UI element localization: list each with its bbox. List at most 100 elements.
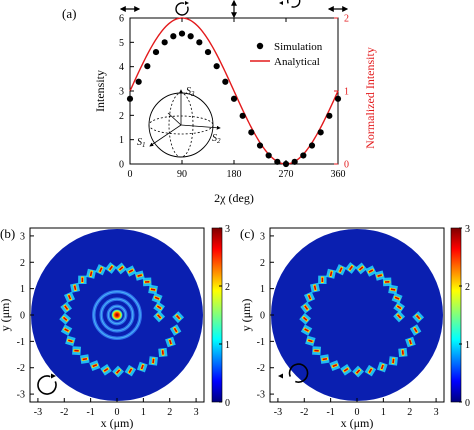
nanohole-spot	[59, 312, 72, 325]
panel-c-x-axis-label: x (μm)	[341, 416, 374, 430]
panel-b-label: (b)	[0, 226, 15, 241]
x-tick-label: 90	[177, 169, 187, 180]
y-tick-label: 2	[260, 258, 265, 269]
nanohole-spot	[409, 324, 422, 336]
nanohole-spot	[100, 364, 112, 376]
nanohole-spot	[305, 335, 316, 347]
nanohole-spot	[86, 268, 97, 279]
nanohole-spot	[405, 336, 416, 348]
nanohole-spot	[72, 346, 82, 356]
simulation-point	[239, 112, 246, 119]
nanohole-spot	[165, 336, 176, 348]
panel-a-y2-ticks: 0 1 2	[334, 14, 349, 171]
colorbar-tick-label: 3	[465, 224, 470, 235]
y-tick-label: 4	[119, 62, 124, 73]
y-tick-label: -1	[17, 337, 25, 348]
counterclockwise-circle-icon	[278, 363, 309, 383]
nanohole-spot	[393, 301, 405, 314]
x-tick-label: 3	[434, 407, 439, 418]
nanohole-spot	[391, 292, 403, 304]
panel-c-y-axis-label: y (μm)	[239, 299, 253, 332]
x-tick-label: -1	[326, 407, 334, 418]
counterclockwise-circle-icon	[279, 0, 301, 8]
panel-a-top-icons	[119, 0, 349, 19]
nanohole-spot	[388, 356, 398, 366]
simulation-point	[126, 95, 134, 102]
panel-b-rings	[92, 290, 142, 340]
y-tick-label: 0	[20, 311, 25, 322]
y-tick-label: 5	[119, 38, 124, 49]
interference-ring-core	[100, 298, 134, 332]
x-tick-label: 0	[128, 169, 133, 180]
panel-a-simulation-points	[126, 30, 342, 168]
nanohole-spot	[374, 270, 385, 281]
simulation-point	[161, 39, 168, 46]
panel-b-x-axis-label: x (μm)	[101, 416, 134, 430]
y2-tick-label: 2	[344, 14, 349, 25]
simulation-point	[256, 142, 264, 149]
panel-b-colorbar	[211, 227, 223, 403]
y-tick-label: 3	[20, 231, 25, 242]
colorbar-tick-label: 0	[225, 398, 230, 409]
simulation-point	[317, 129, 324, 136]
nanohole-spot	[398, 347, 408, 358]
nanohole-spot	[153, 301, 165, 314]
nanohole-spot	[329, 360, 341, 372]
legend-simulation-marker	[256, 42, 264, 50]
sphere-s2-label: S2	[212, 133, 221, 145]
panel-b-colorbar-ticks: 0 1 2 3	[219, 224, 230, 409]
simulation-point	[308, 142, 316, 149]
nanohole-spot	[148, 356, 158, 366]
nanohole-spot	[376, 361, 388, 373]
nanohole-spot	[65, 335, 76, 347]
nanohole-spot	[300, 301, 313, 314]
y-tick-label: 1	[119, 135, 124, 146]
y-tick-label: -2	[17, 363, 25, 374]
nanohole-spot	[124, 364, 137, 377]
nanohole-spot	[365, 265, 377, 277]
nanohole-spot	[148, 284, 158, 295]
panel-a-analytical-line	[129, 17, 339, 165]
nanohole-spot	[105, 262, 117, 274]
y-tick-label: 0	[119, 160, 124, 171]
panel-b-spiral-spots	[59, 262, 185, 378]
nanohole-spot	[64, 291, 76, 303]
y-tick-label: -1	[257, 337, 265, 348]
simulation-point	[334, 95, 342, 102]
panel-a-y-ticks: 0 1 2 3 4 5 6	[119, 14, 134, 171]
clockwise-circle-icon	[37, 373, 57, 395]
panel-c-y-ticks: -3 -2 -1 0 1 2 3	[257, 231, 274, 401]
nanohole-spot	[412, 311, 425, 324]
simulation-point	[170, 33, 177, 40]
simulation-point	[213, 63, 220, 70]
colorbar-tick-label: 2	[225, 282, 230, 293]
nanohole-spot	[158, 347, 168, 358]
x-tick-label: 2	[167, 407, 172, 418]
nanohole-spot	[335, 264, 347, 276]
panel-c-polarization-icon	[278, 363, 309, 383]
simulation-point	[152, 48, 160, 56]
y-tick-label: 1	[20, 284, 25, 295]
panel-c-spiral-spots	[299, 262, 425, 378]
nanohole-spot	[312, 346, 322, 356]
simulation-point	[144, 63, 151, 70]
nanohole-spot	[151, 292, 163, 304]
y-tick-label: -3	[257, 390, 265, 401]
y-tick-label: 1	[260, 284, 265, 295]
x-tick-label: -1	[86, 407, 94, 418]
simulation-point	[230, 95, 238, 102]
nanohole-spot	[364, 364, 377, 377]
x-tick-label: 3	[194, 407, 199, 418]
panel-b-central-focus	[111, 309, 123, 321]
nanohole-spot	[95, 264, 107, 276]
x-tick-label: 360	[331, 169, 346, 180]
y2-tick-label: 0	[344, 160, 349, 171]
nanohole-spot	[60, 301, 73, 314]
nanohole-spot	[345, 262, 357, 274]
x-tick-label: 270	[279, 169, 294, 180]
y-tick-label: 3	[119, 87, 124, 98]
simulation-point	[291, 158, 298, 165]
panel-b-y-axis-label: y (μm)	[0, 299, 12, 332]
panel-a-y2-axis-label: Normalized Intensity	[363, 47, 377, 149]
